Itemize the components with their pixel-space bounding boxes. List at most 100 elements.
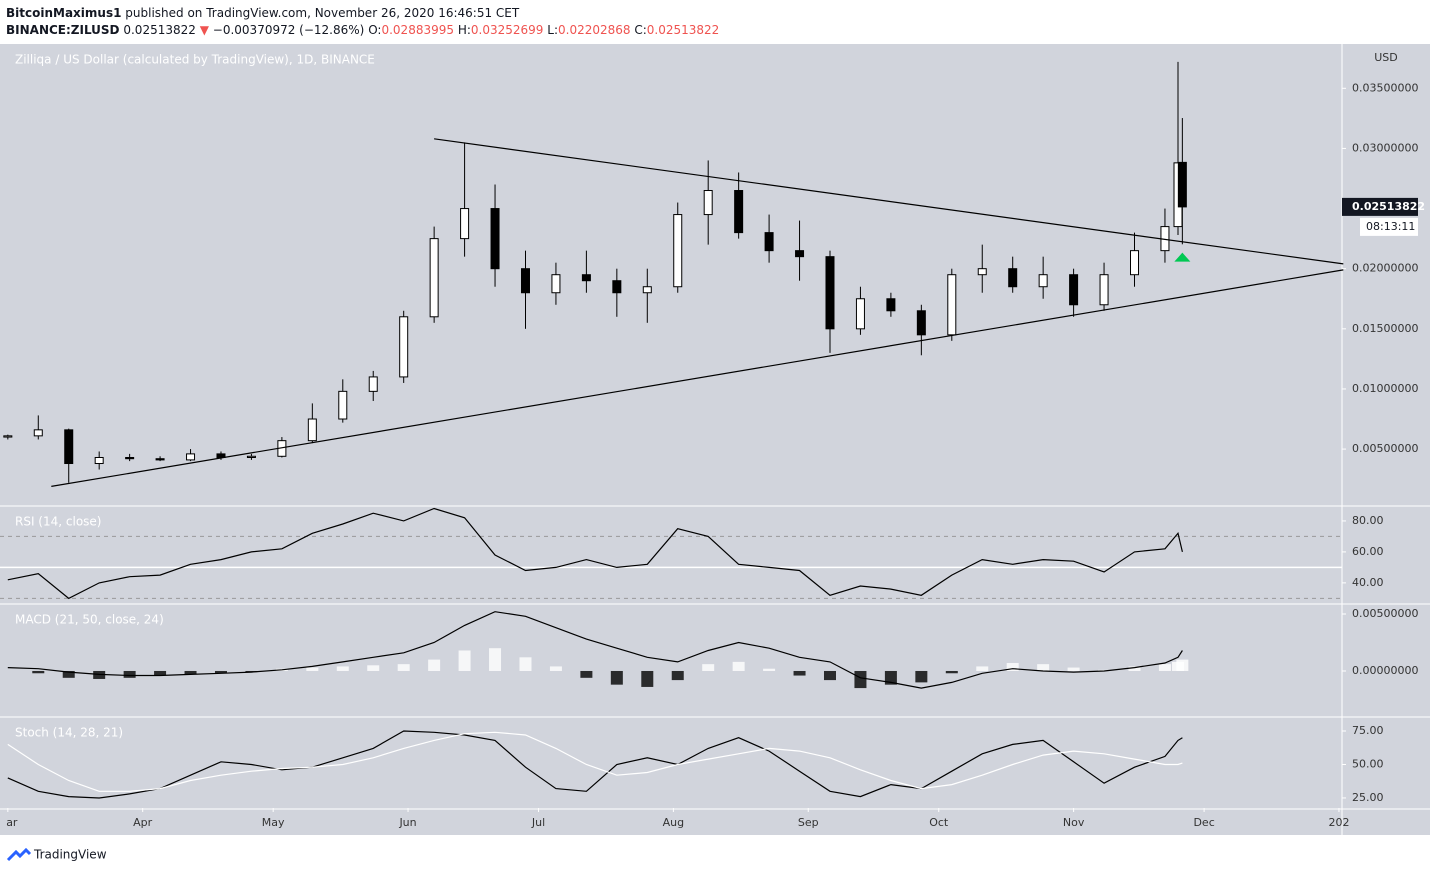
low-label: L: [547,23,558,37]
histogram-bar [489,648,502,671]
countdown: 08:13:11 [1366,220,1415,233]
candle-body [338,390,348,420]
brand-logo [6,847,32,862]
candle-body [916,310,926,336]
trendline [51,269,1344,487]
histogram-bar [823,670,836,681]
candle-body [460,208,470,240]
candle-body [886,298,896,312]
y-tick-label: 0.01000000 [1352,382,1418,395]
histogram-bar [306,667,319,671]
x-tick-label: Jul [531,816,545,829]
candle-body [1130,250,1140,276]
y-tick-label: 80.00 [1352,514,1384,527]
y-tick-label: 25.00 [1352,791,1384,804]
candle-body [825,256,835,330]
published: published on TradingView.com, November 2… [125,6,520,20]
histogram-bar [336,666,349,671]
histogram-bar [184,670,197,675]
indicator-line [7,611,1183,689]
candle-body [947,274,957,336]
y-tick-label: 0.00500000 [1352,442,1418,455]
candle-body [612,280,622,294]
x-tick-label: Aug [663,816,684,829]
open-value: 0.02883995 [381,23,454,37]
histogram-bar [1128,666,1141,671]
candle-body [33,429,43,437]
candle-body [520,268,530,294]
indicator-title: Stoch (14, 28, 21) [15,726,123,740]
histogram-bar [1158,664,1171,671]
countdown-box [1360,217,1418,236]
histogram-bar [915,670,928,683]
close-label: C: [634,23,646,37]
candle-body [64,429,74,465]
histogram-bar [549,666,562,671]
symbol: BINANCE:ZILUSD [6,23,120,37]
x-tick-label: Apr [133,816,153,829]
candle-body [764,232,774,252]
histogram-bar [976,666,989,671]
histogram-bar [214,670,227,674]
histogram-bar [732,661,745,671]
histogram-bar [519,657,532,671]
histogram-bar [945,670,958,674]
author-line: BitcoinMaximus1 published on TradingView… [6,6,520,20]
author: BitcoinMaximus1 [6,6,121,20]
candle-body [186,453,196,461]
chart-title: Zilliqa / US Dollar (calculated by Tradi… [15,53,375,67]
y-tick-label: 60.00 [1352,545,1384,558]
change-arrow: ▼ [200,23,210,37]
last-price-box [1342,197,1418,216]
candle-body [246,455,256,458]
y-tick-label: 40.00 [1352,576,1384,589]
chart-background [0,44,1430,835]
candle-body [3,435,13,438]
candle-body [125,456,135,460]
histogram-bar [397,664,410,671]
candle-body [1038,274,1048,288]
histogram-bar [580,670,593,678]
indicator-line [7,730,1183,799]
x-tick-label: Oct [929,816,949,829]
candle-body [642,286,652,294]
histogram-bar [1067,667,1080,671]
x-tick-label: Jun [398,816,416,829]
x-tick-label: Dec [1193,816,1214,829]
histogram-bar [367,665,380,671]
y-tick-label: 0.01500000 [1352,322,1418,335]
x-tick-label: Nov [1063,816,1085,829]
y-tick-label: 50.00 [1352,757,1384,770]
histogram-bar [641,670,654,687]
histogram-bar [428,659,441,671]
histogram-bar [62,670,75,678]
brand: TradingView [33,848,107,862]
candle-body [1069,274,1079,306]
histogram-bar [1037,664,1050,671]
histogram-bar [458,650,471,671]
high-label: H: [458,23,471,37]
y-tick-label: 0.03500000 [1352,81,1418,94]
y-tick-label: 0.02000000 [1352,262,1418,275]
indicator-line [7,731,1183,792]
trendline [434,138,1344,265]
candle-body [1008,268,1018,288]
low-value: 0.02202868 [558,23,631,37]
candle-body [399,316,409,378]
open-label: O: [368,23,381,37]
x-tick-label: 202 [1328,816,1349,829]
candle-body [795,250,805,258]
candle-body [155,458,165,461]
last-price-label: 0.02513822 [1352,200,1425,213]
histogram-bar [702,664,715,671]
candle-body [977,268,987,276]
y-unit: USD [1374,51,1398,64]
candle-body [673,214,683,288]
histogram-bar [793,670,806,676]
x-tick-label: Sep [798,816,819,829]
histogram-bar [854,670,867,689]
signal-marker [1174,252,1191,262]
indicator-line [7,507,1183,600]
candle-body [94,456,104,465]
